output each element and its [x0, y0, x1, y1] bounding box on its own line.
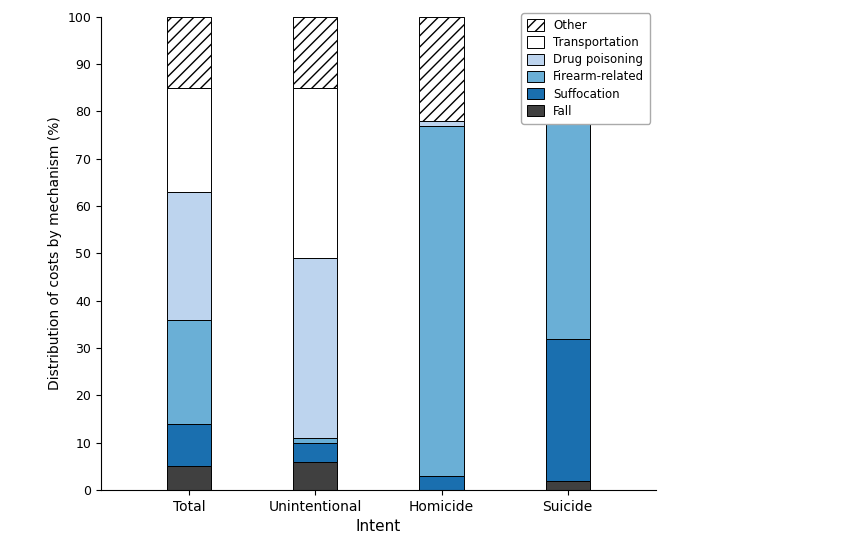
Bar [420, 476, 463, 490]
Bar [420, 17, 463, 121]
Bar [294, 258, 337, 438]
Bar [546, 50, 590, 55]
Y-axis label: Distribution of costs by mechanism (%): Distribution of costs by mechanism (%) [48, 116, 61, 390]
Bar [546, 339, 590, 481]
Bar [167, 424, 211, 467]
Bar [420, 121, 463, 126]
Bar [294, 438, 337, 443]
Bar [546, 12, 590, 50]
Bar [167, 320, 211, 424]
Legend: Other, Transportation, Drug poisoning, Firearm-related, Suffocation, Fall: Other, Transportation, Drug poisoning, F… [521, 13, 650, 124]
Bar [546, 481, 590, 490]
Bar [546, 111, 590, 339]
Bar [294, 462, 337, 490]
Bar [167, 192, 211, 320]
Bar [546, 55, 590, 111]
Bar [167, 17, 211, 88]
Bar [294, 17, 337, 88]
Bar [420, 126, 463, 476]
Bar [167, 467, 211, 490]
Bar [294, 87, 337, 258]
Bar [294, 443, 337, 462]
Bar [167, 88, 211, 192]
X-axis label: Intent: Intent [356, 520, 401, 534]
